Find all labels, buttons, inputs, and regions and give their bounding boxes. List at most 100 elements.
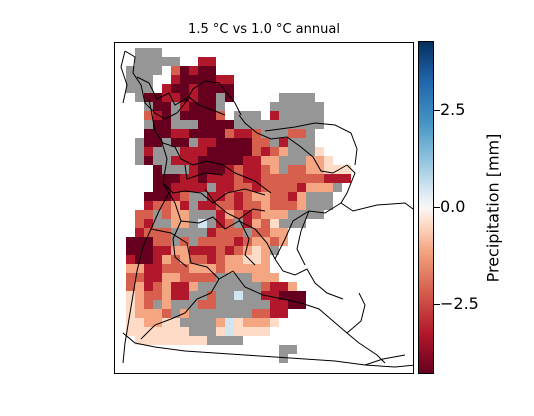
grid-cell <box>297 300 306 309</box>
grid-cell <box>216 102 225 111</box>
grid-cell <box>234 291 243 300</box>
grid-cell <box>207 147 216 156</box>
grid-cell <box>270 228 279 237</box>
grid-cell <box>234 327 243 336</box>
grid-cell <box>189 264 198 273</box>
grid-cell <box>180 228 189 237</box>
grid-cell <box>270 237 279 246</box>
grid-cell <box>126 309 135 318</box>
grid-cell <box>234 192 243 201</box>
grid-cell <box>315 165 324 174</box>
colorbar-tick <box>434 304 440 305</box>
grid-cell <box>270 318 279 327</box>
grid-cell <box>288 345 297 354</box>
grid-cell <box>153 66 162 75</box>
grid-cell <box>234 183 243 192</box>
grid-cell <box>288 183 297 192</box>
grid-cell <box>162 318 171 327</box>
grid-cell <box>261 309 270 318</box>
grid-cell <box>153 156 162 165</box>
grid-cell <box>225 219 234 228</box>
grid-cell <box>297 291 306 300</box>
grid-cell <box>315 102 324 111</box>
grid-cell <box>153 183 162 192</box>
boundary-line <box>340 164 413 212</box>
grid-cell <box>198 318 207 327</box>
grid-cell <box>126 246 135 255</box>
grid-cell <box>180 210 189 219</box>
grid-cell <box>135 318 144 327</box>
grid-cell <box>234 309 243 318</box>
grid-cell <box>261 300 270 309</box>
grid-cell <box>324 174 333 183</box>
grid-cell <box>216 309 225 318</box>
grid-cell <box>234 165 243 174</box>
grid-cell <box>207 57 216 66</box>
grid-cell <box>252 327 261 336</box>
grid-cell <box>270 138 279 147</box>
grid-cell <box>207 138 216 147</box>
grid-cell <box>189 210 198 219</box>
grid-cell <box>234 156 243 165</box>
grid-cell <box>225 255 234 264</box>
grid-cell <box>297 183 306 192</box>
grid-cell <box>207 318 216 327</box>
grid-cell <box>279 165 288 174</box>
grid-cell <box>153 228 162 237</box>
grid-cell <box>135 219 144 228</box>
grid-cell <box>225 183 234 192</box>
grid-cell <box>144 75 153 84</box>
grid-cell <box>306 129 315 138</box>
grid-cell <box>288 120 297 129</box>
grid-cell <box>171 66 180 75</box>
grid-cell <box>297 201 306 210</box>
grid-cell <box>216 336 225 345</box>
grid-cell <box>198 111 207 120</box>
grid-cell <box>171 309 180 318</box>
grid-cell <box>252 273 261 282</box>
grid-cell <box>180 318 189 327</box>
grid-cell <box>225 282 234 291</box>
grid-cell <box>225 318 234 327</box>
grid-cell <box>144 156 153 165</box>
grid-cell <box>243 201 252 210</box>
grid-cell <box>243 219 252 228</box>
grid-cell <box>297 138 306 147</box>
grid-cell <box>153 300 162 309</box>
grid-cell <box>270 219 279 228</box>
grid-cell <box>243 300 252 309</box>
grid-cell <box>189 192 198 201</box>
grid-cell <box>243 183 252 192</box>
grid-cell <box>207 75 216 84</box>
grid-cell <box>216 246 225 255</box>
grid-cell <box>261 255 270 264</box>
grid-cell <box>153 237 162 246</box>
grid-cell <box>162 327 171 336</box>
grid-cell <box>252 264 261 273</box>
grid-cell <box>270 192 279 201</box>
grid-cell <box>198 192 207 201</box>
grid-cell <box>180 219 189 228</box>
grid-cell <box>126 84 135 93</box>
grid-cell <box>225 201 234 210</box>
grid-cell <box>135 210 144 219</box>
grid-cell <box>171 102 180 111</box>
grid-cell <box>243 228 252 237</box>
grid-cell <box>261 273 270 282</box>
colorbar-tick-label: −2.5 <box>440 294 479 313</box>
grid-cell <box>297 210 306 219</box>
grid-cell <box>252 291 261 300</box>
grid-cell <box>207 300 216 309</box>
grid-cell <box>315 174 324 183</box>
grid-cell <box>162 129 171 138</box>
grid-cell <box>189 66 198 75</box>
grid-cell <box>270 201 279 210</box>
grid-cell <box>198 120 207 129</box>
grid-cell <box>153 57 162 66</box>
grid-cell <box>216 219 225 228</box>
grid-cell <box>252 111 261 120</box>
grid-cell <box>225 192 234 201</box>
grid-cell <box>225 327 234 336</box>
grid-cell <box>198 84 207 93</box>
